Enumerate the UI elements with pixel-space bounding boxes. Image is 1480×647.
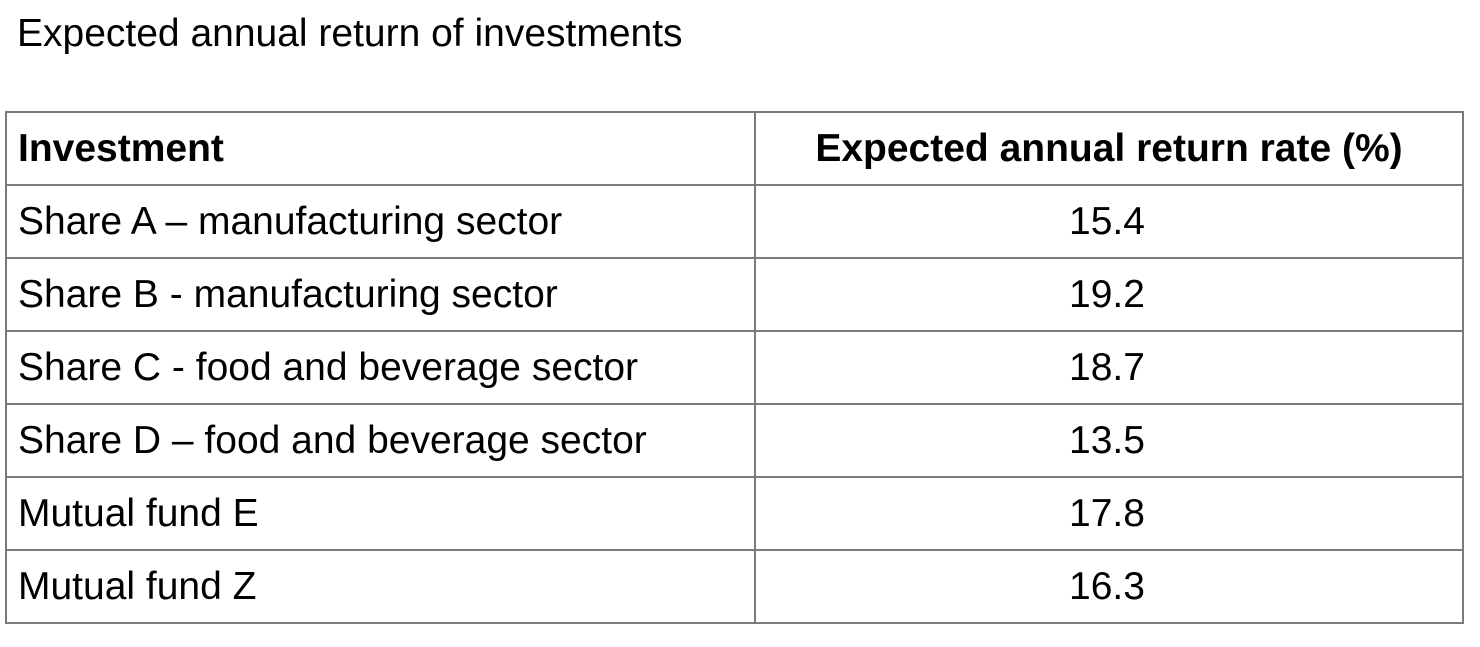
return-rate-cell: 15.4 bbox=[754, 184, 1464, 259]
returns-table: Investment Expected annual return rate (… bbox=[5, 111, 1464, 624]
investment-cell: Mutual fund E bbox=[5, 476, 756, 551]
return-rate-cell: 18.7 bbox=[754, 330, 1464, 405]
header-investment: Investment bbox=[5, 111, 756, 186]
table-row: Share D – food and beverage sector 13.5 bbox=[5, 403, 1464, 478]
investment-cell: Share A – manufacturing sector bbox=[5, 184, 756, 259]
table-header-row: Investment Expected annual return rate (… bbox=[5, 111, 1464, 186]
header-return-rate: Expected annual return rate (%) bbox=[754, 111, 1464, 186]
investment-cell: Share C - food and beverage sector bbox=[5, 330, 756, 405]
table-row: Mutual fund E 17.8 bbox=[5, 476, 1464, 551]
return-rate-cell: 16.3 bbox=[754, 549, 1464, 624]
page-title: Expected annual return of investments bbox=[17, 12, 683, 55]
return-rate-cell: 13.5 bbox=[754, 403, 1464, 478]
return-rate-cell: 17.8 bbox=[754, 476, 1464, 551]
table-row: Share B - manufacturing sector 19.2 bbox=[5, 257, 1464, 332]
investment-cell: Mutual fund Z bbox=[5, 549, 756, 624]
table-row: Mutual fund Z 16.3 bbox=[5, 549, 1464, 624]
investment-cell: Share B - manufacturing sector bbox=[5, 257, 756, 332]
table-row: Share C - food and beverage sector 18.7 bbox=[5, 330, 1464, 405]
table-row: Share A – manufacturing sector 15.4 bbox=[5, 184, 1464, 259]
return-rate-cell: 19.2 bbox=[754, 257, 1464, 332]
investment-cell: Share D – food and beverage sector bbox=[5, 403, 756, 478]
